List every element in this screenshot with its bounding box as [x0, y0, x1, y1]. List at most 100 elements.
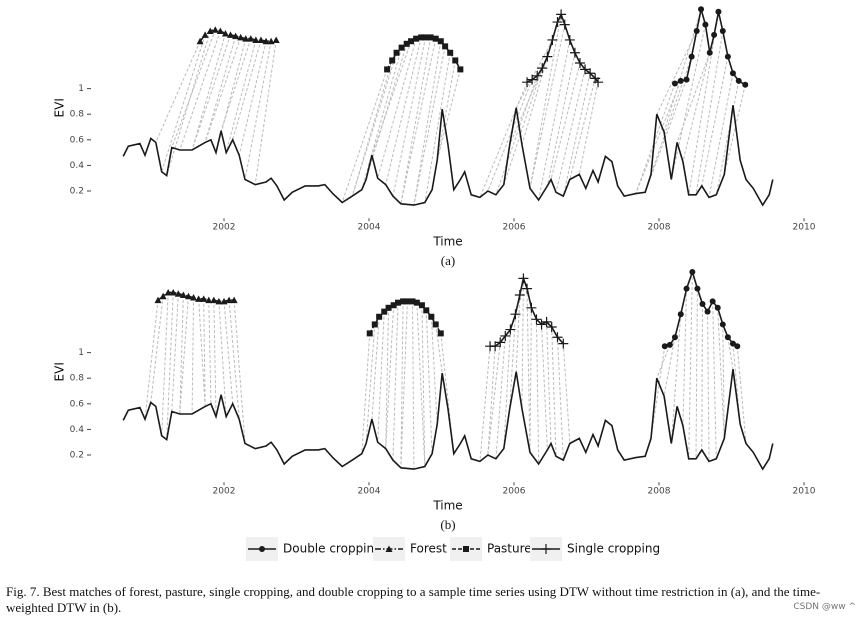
marker: [693, 28, 700, 34]
match-line: [503, 67, 543, 185]
marker: [719, 321, 726, 328]
marker: [220, 297, 228, 305]
marker: [522, 283, 533, 294]
match-line: [670, 24, 706, 180]
marker: [559, 19, 570, 30]
marker: [711, 31, 718, 38]
match-line: [487, 79, 533, 192]
match-line: [715, 80, 740, 195]
match-line: [400, 37, 432, 204]
match-line: [144, 300, 159, 420]
match-line: [351, 52, 398, 197]
match-line: [701, 303, 703, 450]
marker: [724, 334, 731, 341]
marker: [457, 66, 464, 73]
match-line: [707, 311, 710, 462]
x-tick-label: 2010: [793, 487, 816, 497]
marker: [518, 273, 529, 284]
match-line: [392, 302, 399, 461]
match-line: [670, 314, 682, 444]
time-series-line: [122, 369, 774, 471]
marker: [556, 9, 567, 20]
marker: [247, 35, 255, 42]
match-line: [487, 346, 496, 456]
legend-label: Single cropping: [567, 542, 660, 556]
marker: [734, 343, 741, 350]
marker: [742, 81, 749, 88]
panel-label: (b): [440, 517, 455, 532]
y-tick-label: 0.8: [70, 374, 85, 384]
match-line: [161, 34, 206, 172]
marker: [729, 70, 736, 77]
match-lines: [155, 9, 746, 206]
marker: [427, 34, 434, 41]
x-tick-label: 2008: [648, 487, 671, 497]
marker: [671, 334, 678, 341]
match-line: [254, 39, 277, 185]
marker: [442, 43, 449, 50]
marker: [585, 68, 596, 79]
match-line: [371, 316, 380, 420]
match-line: [555, 69, 586, 193]
match-line: [695, 288, 698, 459]
marker: [262, 37, 270, 45]
match-line: [371, 41, 412, 156]
match-line: [562, 343, 571, 444]
marker: [154, 296, 162, 304]
match-line: [535, 319, 540, 464]
match-line: [155, 41, 201, 143]
marker: [216, 27, 224, 34]
match-line: [204, 37, 242, 143]
panel-label: (a): [441, 253, 455, 268]
pattern-line: [490, 275, 564, 347]
x-tick-label: 2002: [213, 487, 236, 497]
match-line: [546, 321, 552, 444]
marker: [164, 288, 172, 296]
match-line: [546, 52, 576, 186]
marker: [447, 49, 454, 56]
match-line: [385, 37, 422, 185]
marker: [558, 338, 569, 349]
y-axis-label: EVI: [53, 362, 67, 381]
x-axis-label: Time: [432, 235, 462, 249]
marker: [159, 292, 167, 300]
match-line: [727, 337, 734, 370]
match-line: [208, 300, 212, 404]
match-line: [521, 278, 524, 409]
marker: [211, 26, 219, 33]
marker: [683, 285, 690, 292]
marker: [418, 302, 425, 309]
marker: [195, 295, 203, 302]
match-line: [179, 30, 221, 151]
marker: [715, 8, 722, 15]
x-tick-label: 2002: [213, 223, 236, 233]
marker: [252, 36, 260, 43]
marker: [190, 294, 198, 301]
match-line: [341, 69, 388, 203]
x-tick-label: 2008: [648, 223, 671, 233]
marker: [541, 544, 551, 554]
marker: [537, 63, 548, 74]
marker: [704, 308, 711, 315]
match-line: [218, 301, 227, 417]
marker: [452, 57, 459, 64]
marker: [714, 304, 721, 311]
marker: [677, 311, 684, 318]
marker: [390, 302, 397, 309]
marker: [174, 290, 182, 297]
marker: [490, 341, 501, 352]
marker: [184, 292, 192, 300]
y-tick-label: 0.8: [70, 110, 85, 120]
marker: [418, 34, 425, 41]
marker: [709, 298, 716, 305]
match-line: [487, 342, 501, 456]
match-line: [238, 41, 267, 156]
marker: [242, 35, 250, 42]
match-line: [712, 301, 717, 459]
match-line: [635, 83, 676, 194]
marker: [432, 321, 439, 328]
match-line: [529, 14, 562, 189]
marker: [541, 316, 552, 327]
match-line: [385, 305, 395, 449]
match-line: [424, 52, 451, 203]
